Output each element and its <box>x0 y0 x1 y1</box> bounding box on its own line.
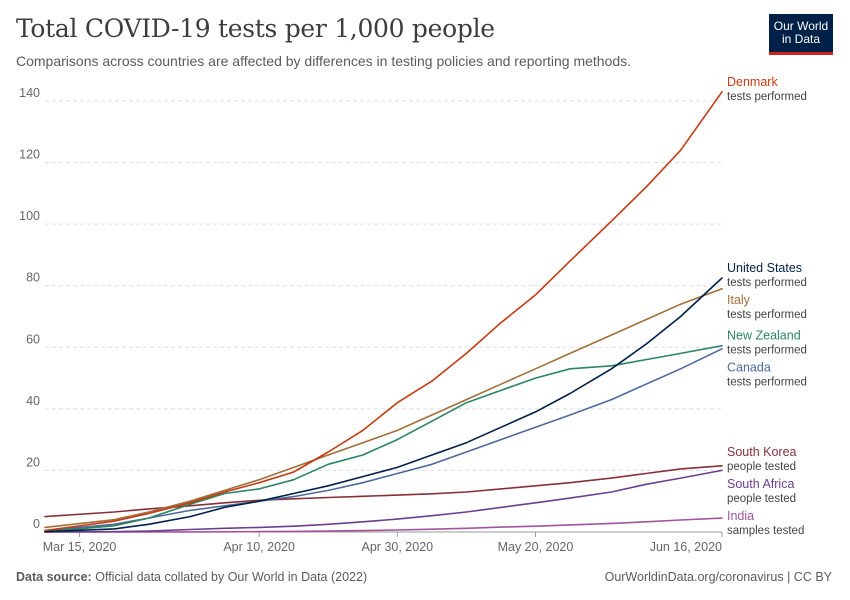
series-label-new-zealand: New Zealand <box>727 329 801 343</box>
series-note-south-korea: people tested <box>727 461 796 473</box>
y-tick-label-0: 0 <box>33 517 40 531</box>
x-tick-label-2: Apr 30, 2020 <box>362 540 434 554</box>
series-note-south-africa: people tested <box>727 493 796 505</box>
series-label-italy: Italy <box>727 293 751 307</box>
series-label-south-africa: South Africa <box>727 477 794 491</box>
series-line-south-korea <box>44 464 723 518</box>
owid-logo[interactable]: Our World in Data <box>769 14 833 55</box>
x-tick-label-0: Mar 15, 2020 <box>43 540 117 554</box>
series-note-new-zealand: tests performed <box>727 345 807 357</box>
series-note-united-states: tests performed <box>727 277 807 289</box>
series-note-italy: tests performed <box>727 309 807 321</box>
y-tick-label-80: 80 <box>26 271 40 285</box>
y-tick-label-100: 100 <box>19 209 40 223</box>
series-line-united-states <box>44 277 723 533</box>
page-title: Total COVID-19 tests per 1,000 people <box>16 14 495 43</box>
data-source: Data source: Official data collated by O… <box>16 570 367 584</box>
data-source-label: Data source: <box>16 570 92 584</box>
series-label-india: India <box>727 509 754 523</box>
chart-subtitle: Comparisons across countries are affecte… <box>16 53 632 69</box>
x-tick-label-4: Jun 16, 2020 <box>650 540 722 554</box>
y-tick-label-20: 20 <box>26 455 40 469</box>
series-line-south-africa <box>44 469 723 533</box>
logo-line-2: in Data <box>781 32 821 46</box>
data-source-text: Official data collated by Our World in D… <box>95 570 368 584</box>
series-line-denmark <box>44 91 723 532</box>
y-tick-label-140: 140 <box>19 86 40 100</box>
y-tick-label-120: 120 <box>19 148 40 162</box>
y-tick-label-40: 40 <box>26 394 40 408</box>
series-line-canada <box>44 347 723 532</box>
footer-link[interactable]: OurWorldinData.org/coronavirus | CC BY <box>604 570 832 584</box>
series-line-india <box>44 517 723 533</box>
series-label-united-states: United States <box>727 261 802 275</box>
x-tick-label-3: May 20, 2020 <box>498 540 574 554</box>
series-note-denmark: tests performed <box>727 91 807 103</box>
y-tick-label-60: 60 <box>26 332 40 346</box>
x-tick-label-1: Apr 10, 2020 <box>223 540 295 554</box>
series-note-canada: tests performed <box>727 377 807 389</box>
series-label-denmark: Denmark <box>727 75 778 89</box>
series-note-india: samples tested <box>727 525 804 537</box>
series-label-canada: Canada <box>727 361 771 375</box>
series-label-south-korea: South Korea <box>727 445 797 459</box>
logo-line-1: Our World <box>773 19 829 33</box>
series-line-new-zealand <box>44 344 723 533</box>
series-line-italy <box>44 287 723 529</box>
